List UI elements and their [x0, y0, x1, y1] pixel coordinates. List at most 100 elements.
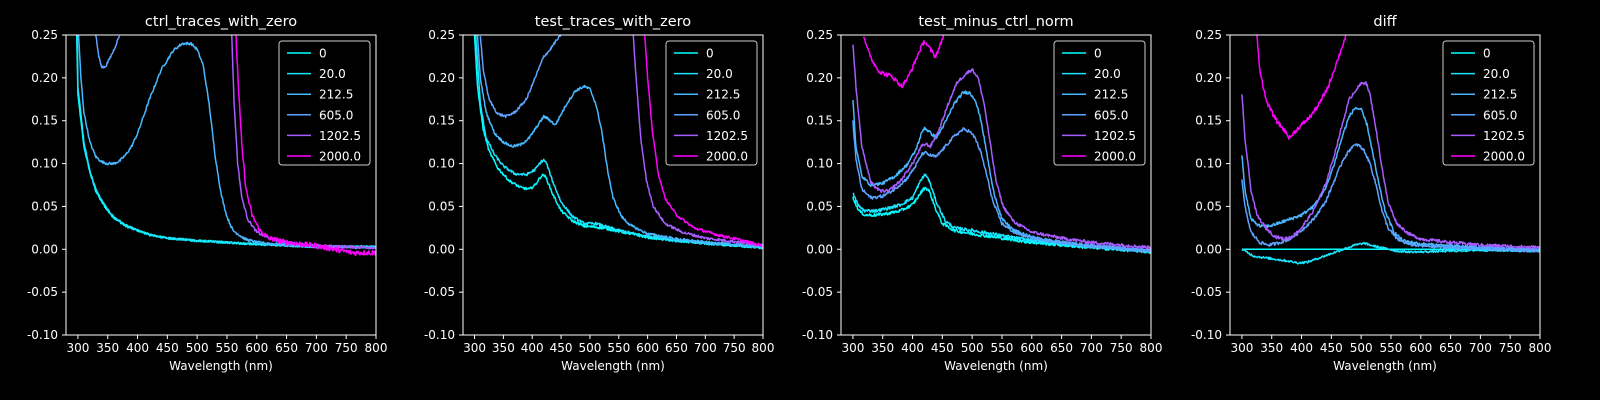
x-axis-label: Wavelength (nm) — [1333, 359, 1437, 373]
x-tick-label: 750 — [335, 341, 358, 355]
x-tick-label: 700 — [305, 341, 328, 355]
y-tick-label: -0.05 — [27, 285, 58, 299]
legend-box — [665, 40, 758, 166]
x-tick-label: 600 — [1020, 341, 1043, 355]
chart-panel-3: 300 350 400 450 500 550 600 650 700 750 800 Wavelen… — [802, 14, 1163, 373]
series-line-605.0 — [95, 35, 121, 69]
plot-area — [473, 35, 763, 250]
y-tick-label: 0.05 — [31, 199, 58, 213]
x-tick-label: 650 — [1439, 341, 1462, 355]
legend-label-605.0: 605.0 — [319, 108, 353, 122]
y-tick-label: 0.20 — [31, 71, 58, 85]
series-line-605.0 — [852, 120, 1151, 253]
plot-area — [75, 35, 376, 256]
axes-frame — [462, 34, 764, 336]
legend-box — [1442, 40, 1535, 166]
y-tick-label: 0.15 — [428, 114, 455, 128]
legend-label-2000.0: 2000.0 — [706, 150, 748, 164]
y-tick-label: 0.20 — [1195, 71, 1222, 85]
series-line-2000.0 — [643, 35, 763, 248]
x-tick-label: 400 — [521, 341, 544, 355]
legend-label-1202.5: 1202.5 — [706, 129, 748, 143]
x-tick-label: 450 — [550, 341, 573, 355]
x-tick-label: 650 — [275, 341, 298, 355]
legend: 0 20.0 212.5 605.0 1202.5 2000.0 — [665, 40, 758, 166]
x-tick-label: 350 — [1260, 341, 1283, 355]
x-tick-label: 400 — [901, 341, 924, 355]
x-tick-label: 550 — [991, 341, 1014, 355]
y-tick-label: -0.10 — [802, 328, 833, 342]
series-line-1202.5 — [632, 35, 763, 247]
legend-label-212.5: 212.5 — [1094, 88, 1128, 102]
legend-label-20.0: 20.0 — [1094, 67, 1121, 81]
plot-area — [852, 35, 1151, 254]
series-line-212.5 — [476, 35, 763, 248]
legend-label-20.0: 20.0 — [319, 67, 346, 81]
x-tick-label: 300 — [66, 341, 89, 355]
legend-label-605.0: 605.0 — [1094, 108, 1128, 122]
chart-title: test_traces_with_zero — [535, 14, 692, 30]
x-tick-label: 350 — [492, 341, 515, 355]
x-tick-label: 300 — [1230, 341, 1253, 355]
x-tick-label: 750 — [1110, 341, 1133, 355]
series-line-2000.0 — [235, 35, 376, 256]
legend-label-605.0: 605.0 — [1483, 108, 1517, 122]
legend-label-0: 0 — [1483, 47, 1491, 61]
y-tick-label: 0.05 — [806, 199, 833, 213]
x-tick-label: 700 — [1080, 341, 1103, 355]
x-tick-label: 400 — [1290, 341, 1313, 355]
legend-box — [1053, 40, 1146, 166]
x-tick-label: 500 — [1350, 341, 1373, 355]
x-axis-label: Wavelength (nm) — [169, 359, 273, 373]
series-line-20.0 — [852, 173, 1151, 254]
y-tick-label: 0.05 — [1195, 199, 1222, 213]
plot-area — [1241, 35, 1540, 265]
y-tick-label: 0.15 — [1195, 114, 1222, 128]
x-tick-label: 350 — [96, 341, 119, 355]
legend-label-0: 0 — [706, 47, 714, 61]
y-tick-label: -0.10 — [424, 328, 455, 342]
x-axis: 300 350 400 450 500 550 600 650 700 750 800 — [841, 335, 1162, 355]
x-tick-label: 400 — [126, 341, 149, 355]
x-tick-label: 700 — [694, 341, 717, 355]
y-tick-label: 0.10 — [428, 157, 455, 171]
x-tick-label: 650 — [1050, 341, 1073, 355]
y-tick-label: -0.05 — [802, 285, 833, 299]
x-tick-label: 800 — [1140, 341, 1163, 355]
legend: 0 20.0 212.5 605.0 1202.5 2000.0 — [1053, 40, 1146, 166]
x-tick-label: 450 — [931, 341, 954, 355]
legend-label-2000.0: 2000.0 — [319, 150, 361, 164]
y-tick-label: -0.10 — [27, 328, 58, 342]
legend-label-0: 0 — [1094, 47, 1102, 61]
legend-label-605.0: 605.0 — [706, 108, 740, 122]
series-line-1202.5 — [852, 44, 1151, 250]
y-tick-label: 0.25 — [31, 28, 58, 42]
x-tick-label: 450 — [1320, 341, 1343, 355]
x-axis: 300 350 400 450 500 550 600 650 700 750 800 — [1230, 335, 1551, 355]
x-tick-label: 550 — [1380, 341, 1403, 355]
x-tick-label: 800 — [365, 341, 388, 355]
y-tick-label: 0.20 — [428, 71, 455, 85]
series-line-2000.0 — [862, 35, 945, 89]
x-tick-label: 750 — [1499, 341, 1522, 355]
legend-label-2000.0: 2000.0 — [1094, 150, 1136, 164]
legend: 0 20.0 212.5 605.0 1202.5 2000.0 — [278, 40, 371, 166]
y-tick-label: 0.00 — [1195, 242, 1222, 256]
y-tick-label: 0.05 — [428, 199, 455, 213]
x-axis: 300 350 400 450 500 550 600 650 700 750 800 — [463, 335, 774, 355]
y-tick-label: 0.25 — [806, 28, 833, 42]
y-tick-label: 0.00 — [806, 242, 833, 256]
x-tick-label: 550 — [216, 341, 239, 355]
x-tick-label: 500 — [961, 341, 984, 355]
x-tick-label: 300 — [463, 341, 486, 355]
chart-title: test_minus_ctrl_norm — [918, 14, 1073, 30]
legend-label-1202.5: 1202.5 — [1094, 129, 1136, 143]
legend-label-20.0: 20.0 — [1483, 67, 1510, 81]
x-tick-label: 700 — [1469, 341, 1492, 355]
x-tick-label: 450 — [156, 341, 179, 355]
legend-label-20.0: 20.0 — [706, 67, 733, 81]
series-line-1202.5 — [1241, 81, 1540, 250]
y-tick-label: 0.10 — [1195, 157, 1222, 171]
series-line-20.0 — [1241, 241, 1540, 265]
